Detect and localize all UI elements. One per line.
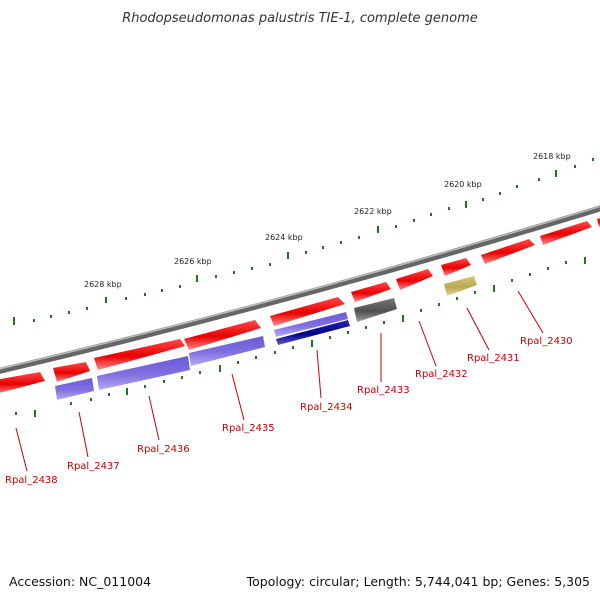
gene-arrow-forward[interactable] [0,372,45,394]
forward-strand-genes [0,216,600,394]
gene-arrow-reverse[interactable] [354,298,397,322]
gene-labels: Rpal_2430 Rpal_2431 Rpal_2432 Rpal_2433 … [5,336,573,486]
gene-arrow-forward[interactable] [481,239,535,264]
leader-line [316,349,322,399]
tick-label-2626: 2626 kbp [174,257,212,266]
leader-line [148,395,160,441]
tick-label-2622: 2622 kbp [354,207,392,216]
tick-label-2628: 2628 kbp [84,280,122,289]
leader-line [15,427,28,472]
gene-arrow-forward[interactable] [53,362,90,382]
gene-label-rpal-2435[interactable]: Rpal_2435 [222,423,275,434]
gene-label-rpal-2432[interactable]: Rpal_2432 [415,369,468,380]
gene-arrow-forward[interactable] [94,339,185,370]
gene-arrow-forward[interactable] [351,282,391,302]
tick-label-2618: 2618 kbp [533,152,571,161]
gene-label-rpal-2434[interactable]: Rpal_2434 [300,402,353,413]
inner-tick-track [15,257,586,417]
reverse-strand-genes [55,276,477,400]
backbone-highlight [0,205,600,370]
leader-line [517,290,544,334]
gene-arrow-forward[interactable] [396,269,433,290]
gene-leader-lines [15,290,544,472]
tick-label-2624: 2624 kbp [265,233,303,242]
outer-tick-track [13,158,594,325]
gene-arrow-forward[interactable] [441,258,471,276]
gene-arrow-reverse[interactable] [189,336,265,366]
gene-arrow-reverse[interactable] [55,378,94,400]
leader-line [78,411,89,458]
gene-label-rpal-2436[interactable]: Rpal_2436 [137,444,190,455]
tick-labels: 2618 kbp 2620 kbp 2622 kbp 2624 kbp 2626… [84,152,571,289]
gene-arrow-forward[interactable] [270,297,345,326]
genome-backbone [0,205,600,374]
topology-text: Topology: circular; Length: 5,744,041 bp… [246,574,590,589]
leader-line [418,320,437,367]
gene-label-rpal-2433[interactable]: Rpal_2433 [357,385,410,396]
gene-arrow-reverse[interactable] [97,356,190,390]
map-title: Rhodopseudomonas palustris TIE-1, comple… [122,11,478,26]
gene-arrow-reverse[interactable] [444,276,477,296]
gene-label-rpal-2437[interactable]: Rpal_2437 [67,461,120,472]
gene-label-rpal-2430[interactable]: Rpal_2430 [520,336,573,347]
gene-label-rpal-2438[interactable]: Rpal_2438 [5,475,58,486]
gene-arrow-forward[interactable] [540,221,592,245]
gene-arrow-forward[interactable] [597,216,600,227]
accession-text: Accession: NC_011004 [9,574,152,589]
gene-arrow-forward[interactable] [184,320,261,350]
leader-line [231,373,245,421]
tick-label-2620: 2620 kbp [444,180,482,189]
gene-arrow-reverse[interactable] [276,320,350,345]
gene-arrow-reverse[interactable] [274,312,348,337]
gene-label-rpal-2431[interactable]: Rpal_2431 [467,353,520,364]
leader-line [466,307,490,351]
